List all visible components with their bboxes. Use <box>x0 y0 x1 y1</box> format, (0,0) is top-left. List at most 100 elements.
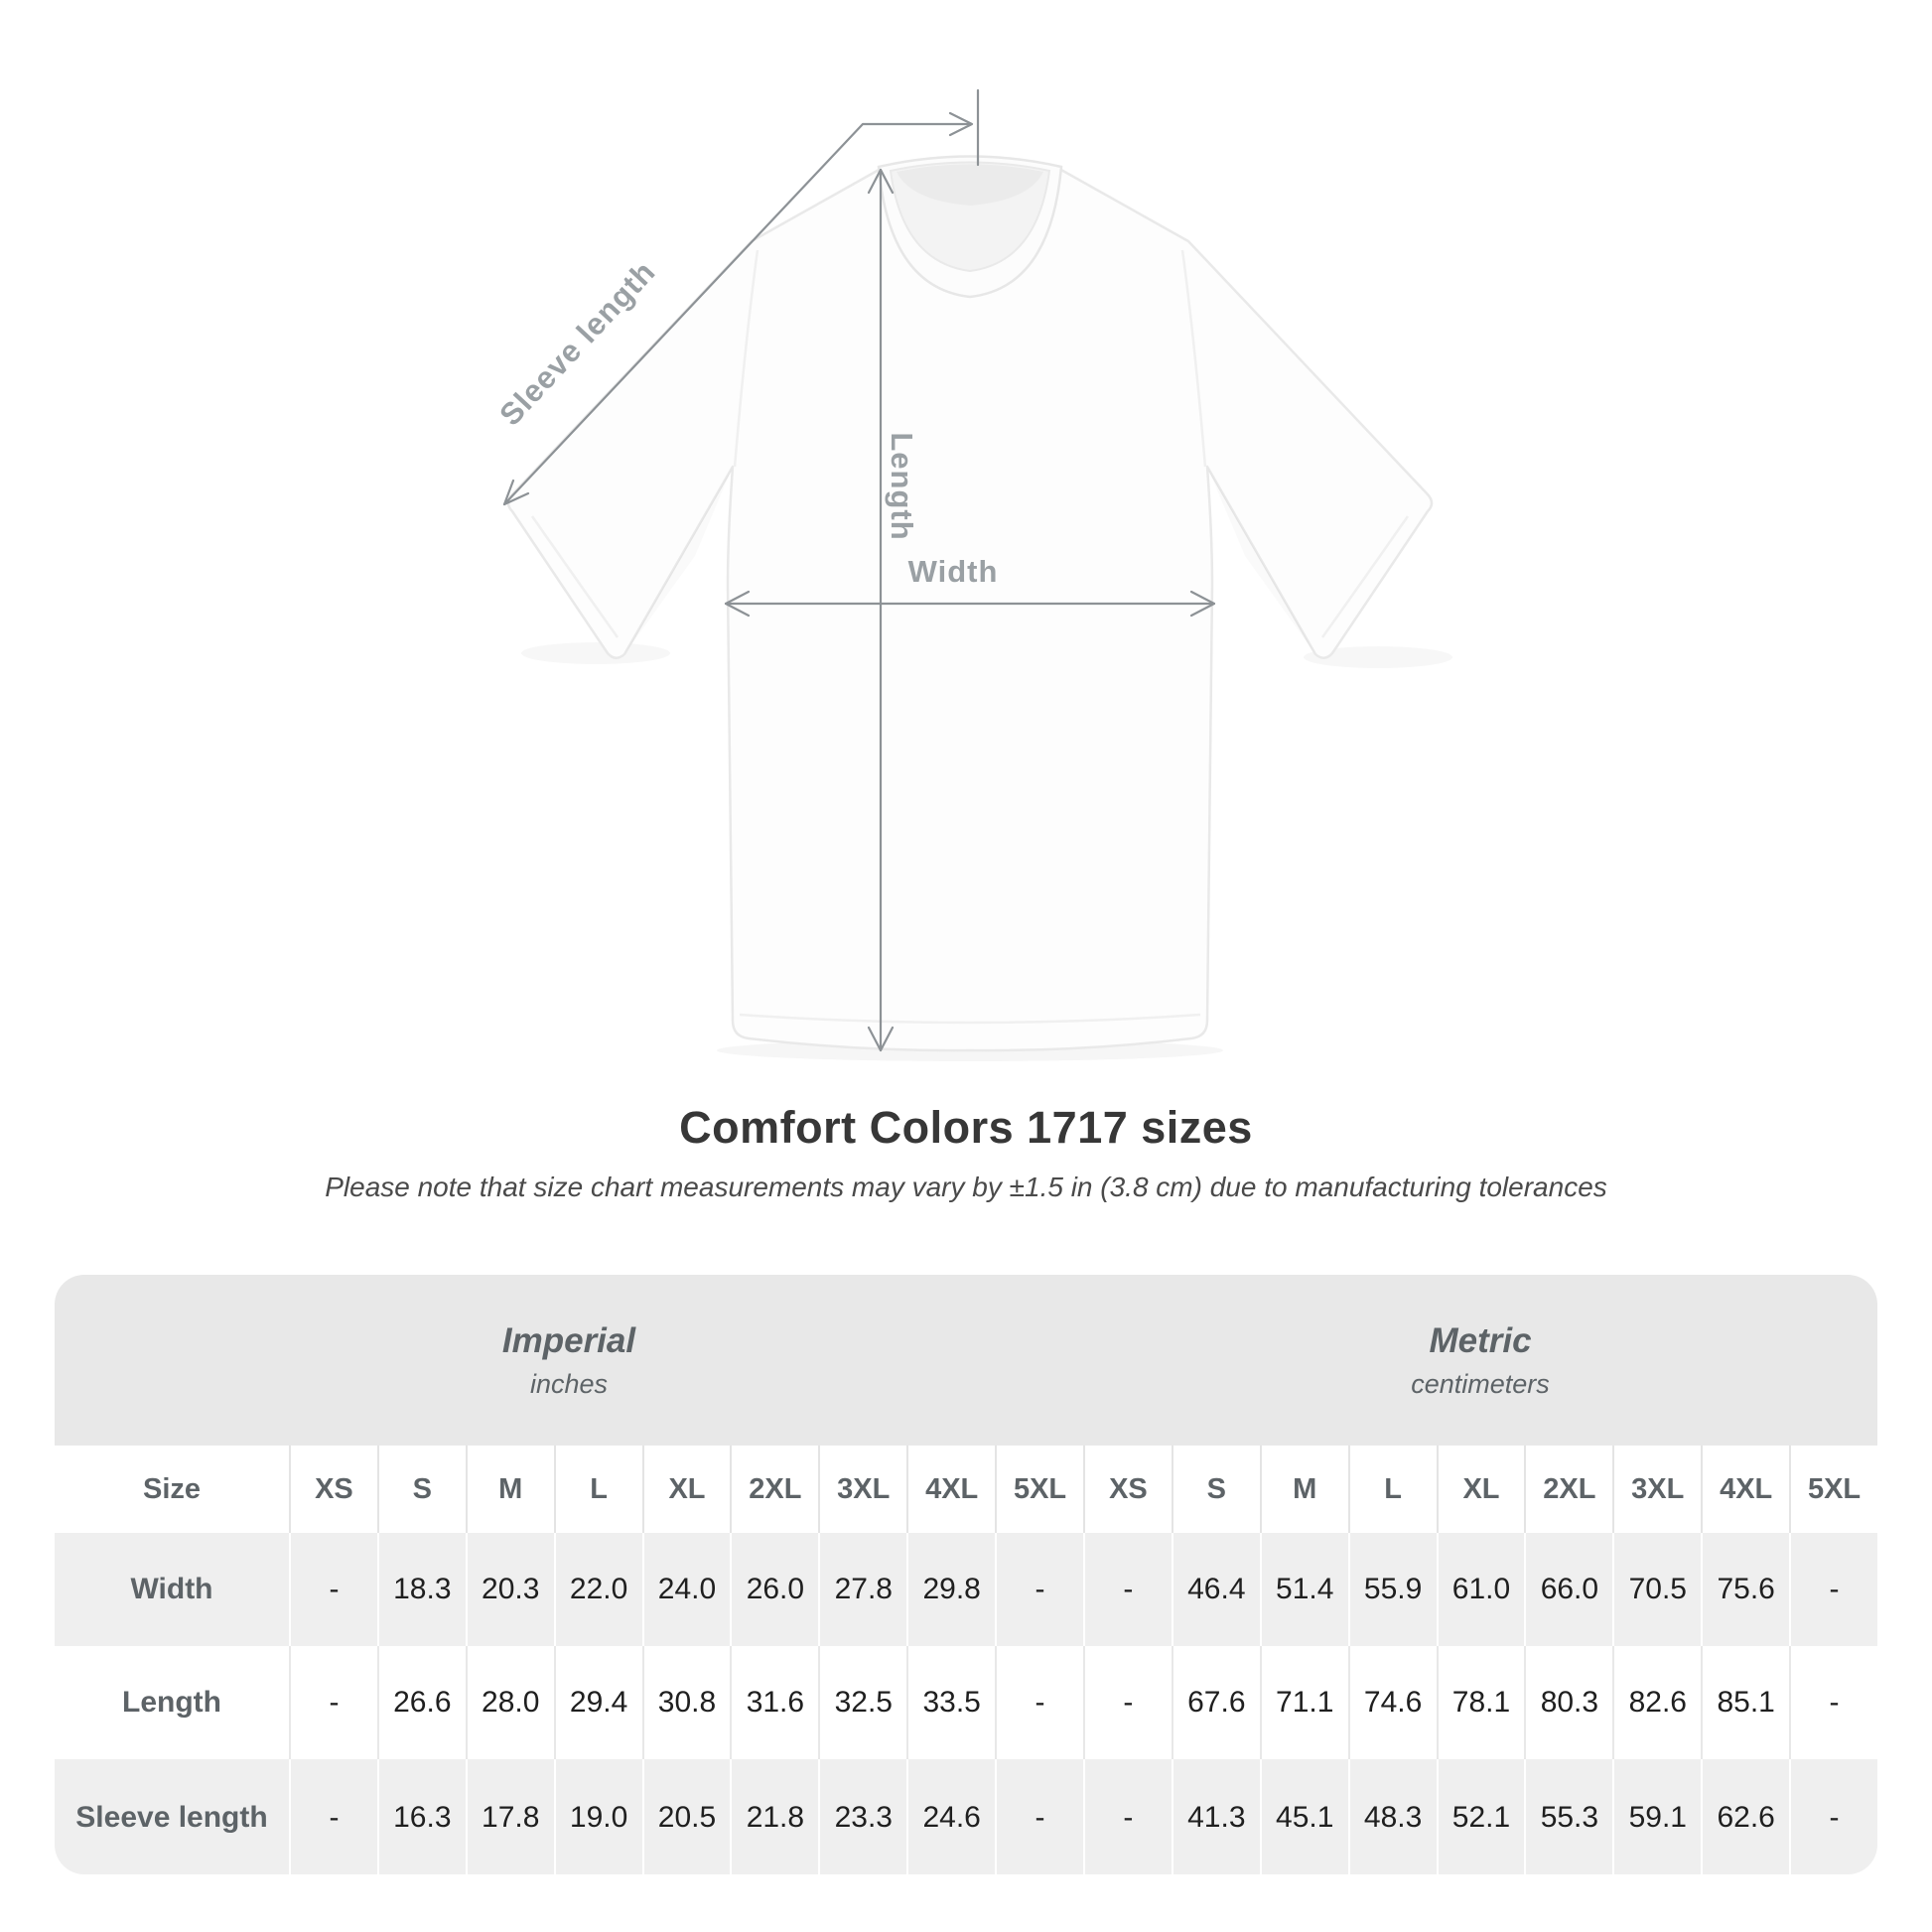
size-column-header-imperial-l: L <box>553 1446 642 1533</box>
length-imperial-l: 29.4 <box>553 1646 642 1759</box>
size-column-header-metric-xs: XS <box>1082 1446 1172 1533</box>
chart-subtitle: Please note that size chart measurements… <box>325 1172 1607 1202</box>
size-column-header-imperial-s: S <box>376 1446 466 1533</box>
sleeve-imperial-xl: 20.5 <box>641 1759 731 1874</box>
width-imperial-5xl: - <box>995 1533 1083 1646</box>
sleeve-imperial-2xl: 21.8 <box>730 1759 818 1874</box>
width-imperial-s: 18.3 <box>376 1533 466 1646</box>
width-metric-3xl: 70.5 <box>1612 1533 1701 1646</box>
row-label-sleeve-length: Sleeve length <box>75 1801 268 1834</box>
length-metric-4xl: 85.1 <box>1701 1646 1789 1759</box>
imperial-unit-label: inches <box>529 1368 609 1399</box>
sleeve-metric-m: 45.1 <box>1259 1759 1348 1874</box>
arrow-right-icon <box>948 111 974 137</box>
length-imperial-2xl: 31.6 <box>730 1646 818 1759</box>
length-imperial-5xl: - <box>995 1646 1083 1759</box>
width-metric-xs: - <box>1082 1533 1172 1646</box>
size-column-header-metric-xl: XL <box>1436 1446 1525 1533</box>
sleeve-metric-xs: - <box>1082 1759 1172 1874</box>
group-header-metric: Metric centimeters <box>1083 1275 1877 1446</box>
size-column-header-metric-s: S <box>1171 1446 1260 1533</box>
sleeve-metric-5xl: - <box>1789 1759 1877 1874</box>
size-column-header-metric-4xl: 4XL <box>1701 1446 1789 1533</box>
arrow-up-icon <box>867 168 895 195</box>
metric-title: Metric <box>1429 1320 1532 1360</box>
length-metric-3xl: 82.6 <box>1612 1646 1701 1759</box>
row-label-width: Width <box>130 1573 213 1605</box>
size-column-header-metric-3xl: 3XL <box>1612 1446 1701 1533</box>
length-metric-s: 67.6 <box>1171 1646 1260 1759</box>
sleeve-imperial-m: 17.8 <box>465 1759 554 1874</box>
arrow-right-icon <box>1189 590 1216 618</box>
size-column-header-imperial-xs: XS <box>289 1446 377 1533</box>
imperial-title: Imperial <box>501 1320 636 1360</box>
metric-unit-label: centimeters <box>1411 1368 1550 1399</box>
size-column-header-imperial-3xl: 3XL <box>818 1446 906 1533</box>
width-metric-xl: 61.0 <box>1436 1533 1525 1646</box>
width-label: Width <box>908 554 999 589</box>
length-imperial-s: 26.6 <box>376 1646 466 1759</box>
width-imperial-3xl: 27.8 <box>818 1533 906 1646</box>
sleeve-metric-s: 41.3 <box>1171 1759 1260 1874</box>
size-column-header-imperial-5xl: 5XL <box>995 1446 1083 1533</box>
sleeve-imperial-3xl: 23.3 <box>818 1759 906 1874</box>
table-row-width: Width - 18.3 20.3 22.0 24.0 26.0 27.8 29… <box>55 1533 1877 1646</box>
size-column-header-metric-5xl: 5XL <box>1789 1446 1877 1533</box>
table-row-length: Length - 26.6 28.0 29.4 30.8 31.6 32.5 3… <box>55 1646 1877 1759</box>
length-imperial-xl: 30.8 <box>641 1646 731 1759</box>
size-column-header-imperial-4xl: 4XL <box>906 1446 995 1533</box>
left-cuff-seam <box>530 515 620 638</box>
arrow-left-icon <box>724 590 751 618</box>
unit-group-header: Imperial inches Metric centimeters <box>55 1275 1877 1446</box>
hem-seam <box>739 1013 1201 1025</box>
size-column-header-imperial-2xl: 2XL <box>730 1446 818 1533</box>
sleeve-imperial-l: 19.0 <box>553 1759 642 1874</box>
right-cuff-seam <box>1320 515 1410 638</box>
length-imperial-xs: - <box>289 1646 377 1759</box>
width-dimension-line <box>724 590 1216 618</box>
tshirt-measurement-diagram: Sleeve length Length Width <box>492 88 1434 1052</box>
sleeve-metric-2xl: 55.3 <box>1524 1759 1612 1874</box>
length-metric-2xl: 80.3 <box>1524 1646 1612 1759</box>
sleeve-metric-3xl: 59.1 <box>1612 1759 1701 1874</box>
table-row-sleeve-length: Sleeve length - 16.3 17.8 19.0 20.5 21.8… <box>55 1759 1877 1874</box>
length-metric-l: 74.6 <box>1347 1646 1437 1759</box>
width-imperial-xl: 24.0 <box>641 1533 731 1646</box>
sleeve-metric-l: 48.3 <box>1347 1759 1437 1874</box>
length-label: Length <box>885 432 919 540</box>
left-armhole-seam <box>733 249 759 468</box>
width-imperial-4xl: 29.8 <box>906 1533 995 1646</box>
length-imperial-4xl: 33.5 <box>906 1646 995 1759</box>
size-column-header-imperial-xl: XL <box>641 1446 731 1533</box>
width-imperial-xs: - <box>289 1533 377 1646</box>
length-dimension-line <box>867 168 895 1052</box>
sleeve-metric-xl: 52.1 <box>1436 1759 1525 1874</box>
width-imperial-l: 22.0 <box>553 1533 642 1646</box>
width-imperial-2xl: 26.0 <box>730 1533 818 1646</box>
length-metric-5xl: - <box>1789 1646 1877 1759</box>
length-imperial-m: 28.0 <box>465 1646 554 1759</box>
sleeve-imperial-5xl: - <box>995 1759 1083 1874</box>
length-metric-xs: - <box>1082 1646 1172 1759</box>
size-column-header-metric-2xl: 2XL <box>1524 1446 1612 1533</box>
width-metric-5xl: - <box>1789 1533 1877 1646</box>
width-metric-4xl: 75.6 <box>1701 1533 1789 1646</box>
width-metric-2xl: 66.0 <box>1524 1533 1612 1646</box>
arrow-down-icon <box>867 1026 895 1052</box>
sleeve-imperial-4xl: 24.6 <box>906 1759 995 1874</box>
chart-title: Comfort Colors 1717 sizes <box>679 1102 1253 1153</box>
length-imperial-3xl: 32.5 <box>818 1646 906 1759</box>
row-label-length: Length <box>122 1686 221 1719</box>
width-metric-s: 46.4 <box>1171 1533 1260 1646</box>
left-cuff-shadow <box>521 642 670 664</box>
sleeve-imperial-xs: - <box>289 1759 377 1874</box>
size-column-header-imperial-m: M <box>465 1446 554 1533</box>
width-imperial-m: 20.3 <box>465 1533 554 1646</box>
sleeve-length-dimension-line <box>502 88 980 506</box>
size-corner-label: Size <box>142 1472 202 1505</box>
sleeve-imperial-s: 16.3 <box>376 1759 466 1874</box>
size-column-header-metric-m: M <box>1259 1446 1348 1533</box>
collar-inner-shadow <box>897 164 1043 206</box>
length-metric-m: 71.1 <box>1259 1646 1348 1759</box>
arrow-down-left-icon <box>502 479 530 506</box>
